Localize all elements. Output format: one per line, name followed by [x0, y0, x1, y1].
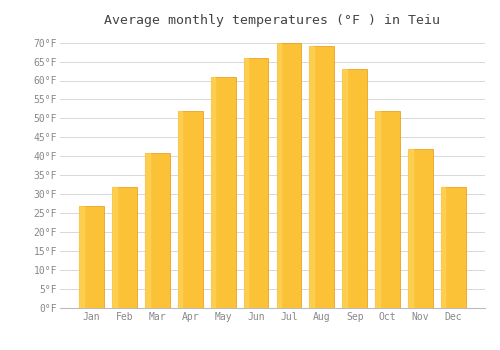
Bar — [211, 77, 236, 308]
Bar — [276, 43, 281, 308]
Bar — [244, 58, 248, 308]
Bar — [112, 187, 137, 308]
Bar — [178, 111, 203, 308]
Bar — [276, 43, 301, 308]
Bar — [80, 206, 84, 308]
Bar — [310, 46, 334, 308]
Bar — [244, 58, 268, 308]
Bar — [408, 149, 412, 308]
Bar — [441, 187, 466, 308]
Bar — [211, 77, 216, 308]
Bar — [310, 46, 314, 308]
Bar — [112, 187, 116, 308]
Bar — [408, 149, 433, 308]
Bar — [342, 69, 367, 308]
Bar — [145, 153, 170, 308]
Bar — [342, 69, 347, 308]
Bar — [145, 153, 150, 308]
Bar — [441, 187, 446, 308]
Bar — [178, 111, 182, 308]
Bar — [376, 111, 400, 308]
Bar — [80, 206, 104, 308]
Bar — [376, 111, 380, 308]
Title: Average monthly temperatures (°F ) in Teiu: Average monthly temperatures (°F ) in Te… — [104, 14, 440, 27]
